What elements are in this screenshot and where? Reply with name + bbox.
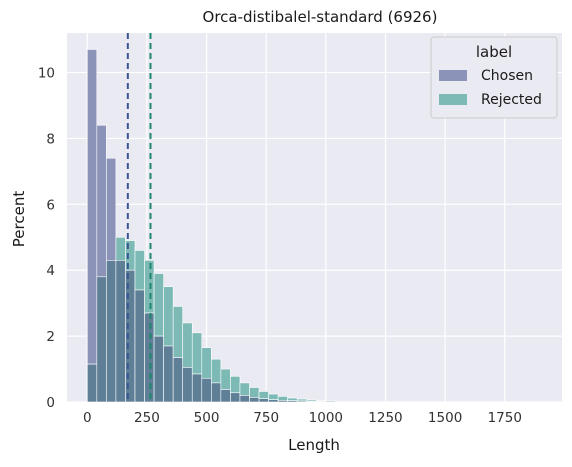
- x-tick-label: 0: [83, 410, 92, 426]
- bar-overlap: [191, 373, 203, 403]
- bar-rejected: [258, 391, 269, 400]
- bar-overlap: [106, 260, 117, 403]
- y-tick-label: 6: [46, 197, 55, 213]
- bar-overlap: [182, 367, 193, 403]
- x-tick-label: 1000: [309, 410, 343, 426]
- bar-rejected: [268, 393, 279, 400]
- bar-overlap: [86, 363, 98, 403]
- y-tick-label: 10: [38, 66, 55, 82]
- legend-label-chosen: Chosen: [481, 68, 533, 84]
- x-tick-label: 250: [134, 410, 160, 426]
- bar-rejected: [201, 347, 212, 379]
- bar-rejected: [211, 358, 222, 384]
- bars: [86, 49, 336, 403]
- legend-swatch-rejected: [439, 94, 467, 105]
- bar-overlap: [239, 395, 250, 403]
- legend-label-rejected: Rejected: [481, 92, 542, 108]
- bar-overlap: [287, 400, 298, 403]
- y-tick-labels: 0 2 4 6 8 10: [38, 66, 55, 411]
- bar-overlap: [249, 397, 260, 403]
- y-tick-label: 8: [46, 131, 55, 147]
- bar-rejected: [249, 387, 260, 398]
- bar-rejected: [287, 397, 298, 401]
- bar-overlap: [163, 345, 174, 403]
- bar-overlap: [296, 400, 308, 403]
- bar-overlap: [258, 398, 269, 403]
- mean-lines: [126, 33, 152, 402]
- bar-overlap: [115, 260, 126, 403]
- legend-swatch-chosen: [439, 70, 467, 81]
- bar-overlap: [268, 399, 279, 403]
- legend: label Chosen Rejected: [430, 36, 558, 119]
- bar-rejected: [191, 332, 203, 375]
- y-axis-label: Percent: [10, 191, 28, 248]
- bar-overlap: [172, 357, 183, 403]
- bar-overlap: [230, 392, 241, 403]
- y-tick-label: 0: [46, 395, 55, 411]
- bar-overlap: [134, 289, 145, 403]
- bar-rejected: [144, 260, 155, 314]
- y-tick-label: 2: [46, 329, 55, 345]
- bar-chosen: [106, 157, 117, 261]
- bar-chosen: [86, 49, 98, 365]
- bar-overlap: [277, 400, 288, 403]
- bar-rejected: [182, 322, 193, 368]
- bar-rejected: [325, 400, 336, 403]
- x-tick-label: 500: [194, 410, 220, 426]
- bar-overlap: [153, 335, 164, 403]
- legend-title: label: [476, 43, 512, 61]
- bar-rejected: [239, 382, 250, 396]
- bar-rejected: [172, 306, 183, 358]
- bar-rejected: [220, 368, 231, 390]
- bar-rejected: [115, 236, 126, 261]
- x-tick-label: 1250: [368, 410, 402, 426]
- x-tick-labels: 0 250 500 750 1000 1250 1500 1750: [83, 410, 522, 426]
- chart-title: Orca-distibalel-standard (6926): [203, 8, 438, 26]
- bar-rejected: [134, 250, 145, 291]
- bar-overlap: [96, 276, 107, 403]
- y-tick-label: 4: [46, 263, 55, 279]
- x-tick-label: 1750: [488, 410, 522, 426]
- bar-rejected: [230, 376, 241, 394]
- bar-overlap: [220, 389, 231, 403]
- x-axis-label: Length: [288, 436, 340, 454]
- bar-overlap: [211, 382, 222, 403]
- bar-rejected: [277, 396, 288, 401]
- bar-chosen: [96, 124, 107, 278]
- bar-overlap: [315, 401, 327, 403]
- bar-overlap: [144, 312, 155, 403]
- bar-overlap: [306, 401, 317, 403]
- bar-rejected: [153, 273, 164, 337]
- x-tick-label: 750: [253, 410, 279, 426]
- bar-rejected: [163, 286, 174, 347]
- x-tick-label: 1500: [428, 410, 462, 426]
- bar-overlap: [201, 377, 212, 403]
